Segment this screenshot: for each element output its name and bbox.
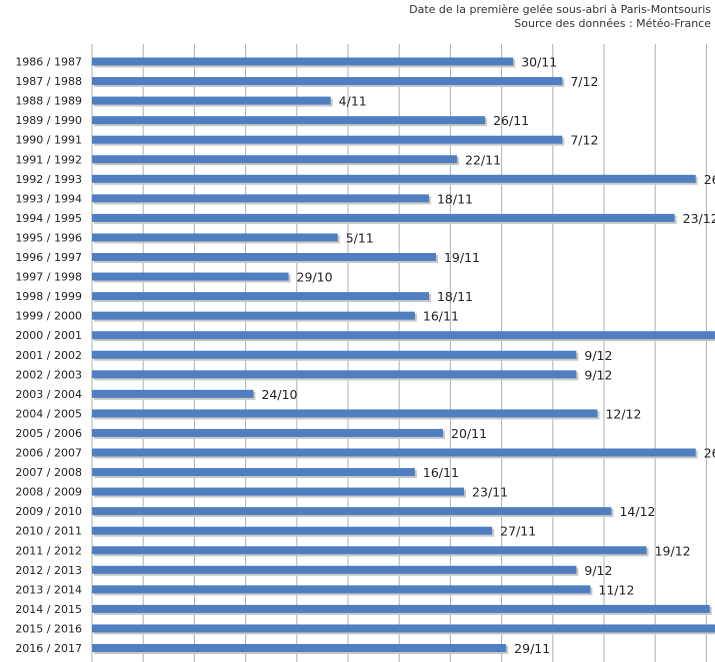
value-label: 26/12 — [704, 172, 715, 187]
category-label: 2006 / 2007 — [15, 447, 82, 460]
value-label: 30/11 — [521, 55, 557, 70]
value-label: 22/11 — [465, 152, 501, 167]
value-label: 26/12 — [704, 446, 715, 461]
category-label: 1994 / 1995 — [15, 212, 82, 225]
category-label: 2016 / 2017 — [15, 642, 82, 655]
category-label: 1987 / 1988 — [15, 75, 82, 88]
category-label: 2005 / 2006 — [15, 427, 82, 440]
category-label: 1986 / 1987 — [15, 56, 82, 69]
bar — [92, 331, 715, 340]
value-label: 27/11 — [500, 524, 536, 539]
value-label: 18/11 — [437, 289, 473, 304]
bar — [92, 350, 577, 359]
category-label: 1988 / 1989 — [15, 95, 82, 108]
value-label: 19/12 — [655, 543, 691, 558]
category-label: 1995 / 1996 — [15, 231, 82, 244]
value-label: 4/11 — [339, 94, 367, 109]
category-label: 2014 / 2015 — [15, 603, 82, 616]
bar — [92, 213, 675, 222]
bar — [92, 253, 436, 261]
category-label: 2012 / 2013 — [15, 564, 82, 577]
category-label: 2008 / 2009 — [15, 486, 82, 499]
bar — [92, 233, 338, 242]
value-label: 7/12 — [570, 74, 598, 89]
category-label: 1996 / 1997 — [15, 251, 82, 264]
value-label: 19/11 — [444, 250, 480, 265]
category-label: 2004 / 2005 — [15, 407, 82, 420]
bar — [92, 292, 429, 301]
category-label: 2013 / 2014 — [15, 583, 82, 596]
bar — [92, 448, 696, 457]
value-label: 7/12 — [570, 133, 598, 148]
category-label: 1989 / 1990 — [15, 114, 82, 127]
bar — [92, 526, 493, 535]
bar — [92, 585, 591, 594]
category-label: 1992 / 1993 — [15, 173, 82, 186]
bar — [92, 96, 331, 105]
value-label: 5/11 — [346, 230, 374, 245]
value-label: 16/11 — [423, 465, 459, 480]
bar — [92, 487, 465, 496]
bar — [92, 409, 598, 418]
value-label: 9/12 — [584, 367, 612, 382]
bar — [92, 272, 289, 281]
category-label: 2011 / 2012 — [15, 544, 82, 557]
chart-subtitle-line1: Date de la première gelée sous-abri à Pa… — [409, 3, 711, 16]
bar — [92, 428, 443, 437]
bar — [92, 370, 577, 379]
value-label: 12/12 — [605, 406, 641, 421]
category-label: 2002 / 2003 — [15, 368, 82, 381]
bar — [92, 624, 715, 633]
bar — [92, 565, 577, 574]
category-label: 2015 / 2016 — [15, 622, 82, 635]
category-label: 2001 / 2002 — [15, 349, 82, 362]
value-label: 29/10 — [297, 270, 333, 285]
bar — [92, 311, 415, 320]
bar — [92, 155, 458, 164]
value-label: 11/12 — [598, 582, 634, 597]
category-label: 2010 / 2011 — [15, 525, 82, 538]
value-label: 18/11 — [437, 191, 473, 206]
category-label: 1991 / 1992 — [15, 153, 82, 166]
value-label: 9/12 — [584, 348, 612, 363]
bar — [92, 644, 507, 652]
bar — [92, 546, 647, 555]
bar — [92, 468, 415, 477]
bar — [92, 77, 563, 86]
value-label: 16/11 — [423, 309, 459, 324]
category-label: 2007 / 2008 — [15, 466, 82, 479]
value-label: 23/11 — [472, 485, 508, 500]
value-label: 29/11 — [514, 641, 550, 656]
category-label: 2009 / 2010 — [15, 505, 82, 518]
bar — [92, 174, 696, 183]
value-label: 20/11 — [451, 426, 487, 441]
value-label: 14/12 — [619, 504, 655, 519]
bar — [92, 57, 514, 66]
bar — [92, 135, 563, 144]
value-label: 9/12 — [584, 563, 612, 578]
bar — [92, 389, 254, 398]
bar — [92, 507, 612, 516]
value-label: 26/11 — [493, 113, 529, 128]
chart-subtitle-line2: Source des données : Météo-France — [514, 17, 711, 30]
value-label: 24/10 — [261, 387, 297, 402]
value-label: 23/12 — [683, 211, 715, 226]
bar — [92, 604, 710, 613]
category-label: 1999 / 2000 — [15, 310, 82, 323]
category-label: 2003 / 2004 — [15, 388, 82, 401]
bar — [92, 194, 429, 203]
category-label: 2000 / 2001 — [15, 329, 82, 342]
bar — [92, 116, 486, 125]
category-label: 1993 / 1994 — [15, 192, 82, 205]
category-label: 1997 / 1998 — [15, 271, 82, 284]
category-label: 1990 / 1991 — [15, 134, 82, 147]
category-label: 1998 / 1999 — [15, 290, 82, 303]
